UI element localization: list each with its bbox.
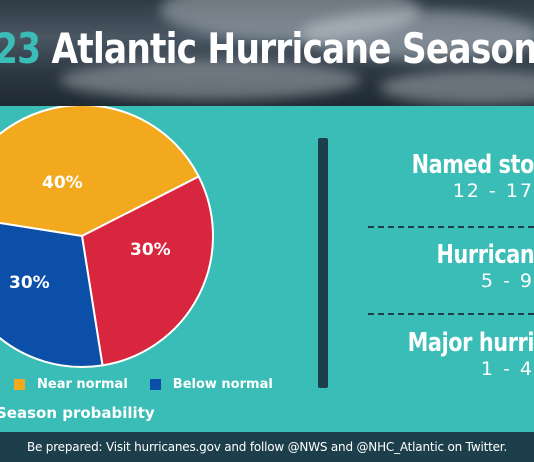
legend-label-below-normal: Below normal [172,377,273,392]
stat-hurricanes: Hurrican 5 - 9 [412,240,534,292]
title-text: Atlantic Hurricane Season Ou [51,24,534,73]
dotted-divider-1 [368,226,534,228]
title-year: 23 [0,24,41,73]
pie-slice-above-normal [0,104,201,238]
legend-swatch-below-normal [149,379,161,390]
stat-label-hurricanes: Hurrican [436,240,534,270]
legend-item-near-normal: Near normal [14,377,128,392]
dotted-divider-2 [368,313,534,315]
pie-slice-below-normal [0,221,104,368]
stat-major-hurricanes: Major hurri 1 - 4 [376,328,534,380]
stat-label-named-storms: Named sto [411,150,534,180]
footer-text: Be prepared: Visit hurricanes.gov and fo… [26,440,508,454]
pie-chart: 40% 30% 30% [0,104,260,386]
header-banner: 23 Atlantic Hurricane Season Ou [0,0,534,106]
page-title: 23 Atlantic Hurricane Season Ou [0,24,534,73]
pie-label-below-normal: 30% [9,273,50,293]
pie-svg [0,104,214,368]
footer-bar: Be prepared: Visit hurricanes.gov and fo… [0,432,534,462]
pie-label-near-normal: 30% [130,240,171,260]
stat-value-named-storms: 12 - 17 [452,180,534,202]
chart-caption: Season probability [0,404,155,422]
legend-item-below-normal: Below normal [149,377,273,392]
stat-named-storms: Named sto 12 - 17 [381,150,534,202]
legend-label-near-normal: Near normal [37,377,128,392]
vertical-divider [318,138,328,388]
pie-label-above-normal: 40% [42,173,83,193]
pie-slice-near-normal [80,175,214,367]
legend-swatch-near-normal [14,379,25,390]
stat-value-hurricanes: 5 - 9 [480,270,534,292]
chart-legend: Near normal Below normal [14,377,273,392]
stat-label-major-hurricanes: Major hurri [407,328,534,358]
stat-value-major-hurricanes: 1 - 4 [480,358,534,380]
